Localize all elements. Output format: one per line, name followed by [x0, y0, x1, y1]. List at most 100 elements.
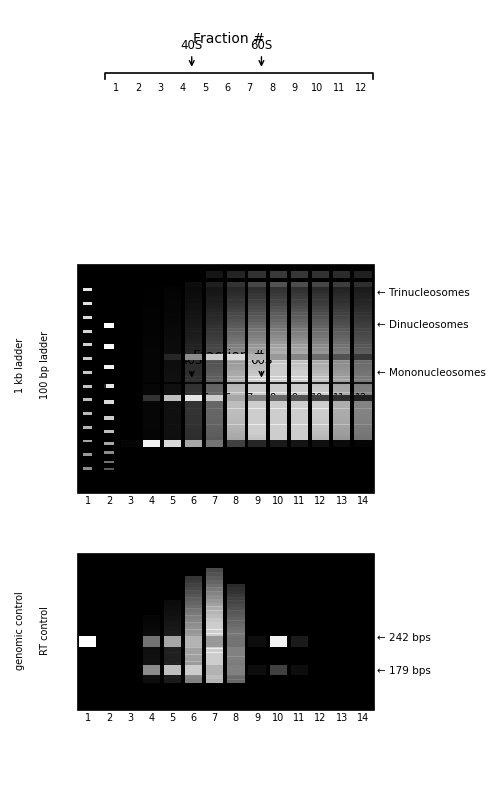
Bar — [164, 622, 181, 626]
Text: 9: 9 — [291, 83, 297, 92]
Bar — [185, 409, 202, 412]
Bar — [333, 415, 351, 419]
Text: 12: 12 — [355, 393, 368, 403]
Bar — [142, 636, 160, 647]
Bar — [185, 665, 202, 669]
Bar — [312, 319, 329, 322]
Bar — [312, 412, 329, 415]
Bar — [206, 364, 224, 367]
Bar — [206, 438, 224, 441]
Bar — [291, 345, 308, 348]
Bar — [206, 322, 224, 326]
Text: 2: 2 — [135, 393, 141, 403]
Bar — [142, 387, 160, 390]
Bar — [227, 630, 245, 634]
Bar — [142, 348, 160, 351]
Bar — [227, 601, 245, 605]
Bar — [291, 422, 308, 425]
Bar — [333, 396, 351, 399]
Bar — [312, 342, 329, 345]
Bar — [206, 313, 224, 316]
Bar — [185, 306, 202, 310]
Text: 13: 13 — [336, 496, 348, 505]
Bar — [142, 351, 160, 354]
Bar — [206, 435, 224, 438]
Bar — [333, 393, 351, 396]
Bar — [164, 600, 181, 603]
Bar — [206, 393, 224, 396]
Bar — [312, 351, 329, 354]
Bar — [291, 294, 308, 297]
Bar — [206, 294, 224, 297]
Bar — [164, 377, 181, 380]
Bar — [269, 406, 287, 409]
Bar — [249, 326, 266, 329]
Bar — [333, 371, 351, 374]
Bar — [142, 377, 160, 380]
Bar — [269, 294, 287, 297]
Bar — [269, 287, 287, 290]
Bar — [185, 590, 202, 594]
Text: 11: 11 — [293, 496, 306, 505]
Bar — [249, 361, 266, 364]
Bar — [84, 426, 92, 429]
Bar — [291, 409, 308, 412]
Bar — [185, 609, 202, 612]
Text: 4: 4 — [148, 496, 154, 505]
Bar — [269, 361, 287, 364]
Bar — [291, 412, 308, 415]
Bar — [206, 626, 224, 630]
Bar — [249, 636, 266, 647]
Bar — [104, 324, 114, 329]
Bar — [354, 361, 372, 364]
Bar — [206, 667, 224, 672]
Bar — [249, 290, 266, 294]
Bar — [333, 399, 351, 403]
Bar — [333, 438, 351, 441]
Bar — [164, 440, 181, 448]
Bar — [185, 371, 202, 374]
Bar — [206, 428, 224, 431]
Bar — [185, 431, 202, 435]
Bar — [164, 678, 181, 680]
Bar — [164, 680, 181, 683]
Bar — [227, 679, 245, 683]
Bar — [312, 383, 329, 387]
Bar — [164, 367, 181, 371]
Bar — [164, 371, 181, 374]
Bar — [249, 438, 266, 441]
Bar — [291, 364, 308, 367]
Bar — [249, 428, 266, 431]
Bar — [249, 422, 266, 425]
Bar — [249, 425, 266, 428]
Bar — [249, 364, 266, 367]
Bar — [185, 658, 202, 662]
Bar — [164, 297, 181, 300]
Bar — [227, 351, 245, 354]
Bar — [206, 403, 224, 406]
Bar — [142, 676, 160, 678]
Bar — [185, 367, 202, 371]
Bar — [206, 422, 224, 425]
Text: 4: 4 — [148, 712, 154, 722]
Bar — [227, 406, 245, 409]
Bar — [164, 395, 181, 402]
Bar — [249, 354, 266, 358]
Bar — [333, 354, 351, 358]
Bar — [164, 666, 181, 670]
Bar — [291, 329, 308, 332]
Text: 5: 5 — [202, 393, 208, 403]
Bar — [164, 329, 181, 332]
Bar — [354, 435, 372, 438]
Bar — [185, 640, 202, 644]
Bar — [291, 380, 308, 383]
Bar — [354, 287, 372, 290]
Bar — [185, 654, 202, 658]
Bar — [249, 367, 266, 371]
Bar — [291, 438, 308, 441]
Bar — [312, 303, 329, 306]
Bar — [269, 390, 287, 393]
Bar — [164, 650, 181, 653]
Bar — [142, 395, 160, 402]
Bar — [142, 310, 160, 313]
